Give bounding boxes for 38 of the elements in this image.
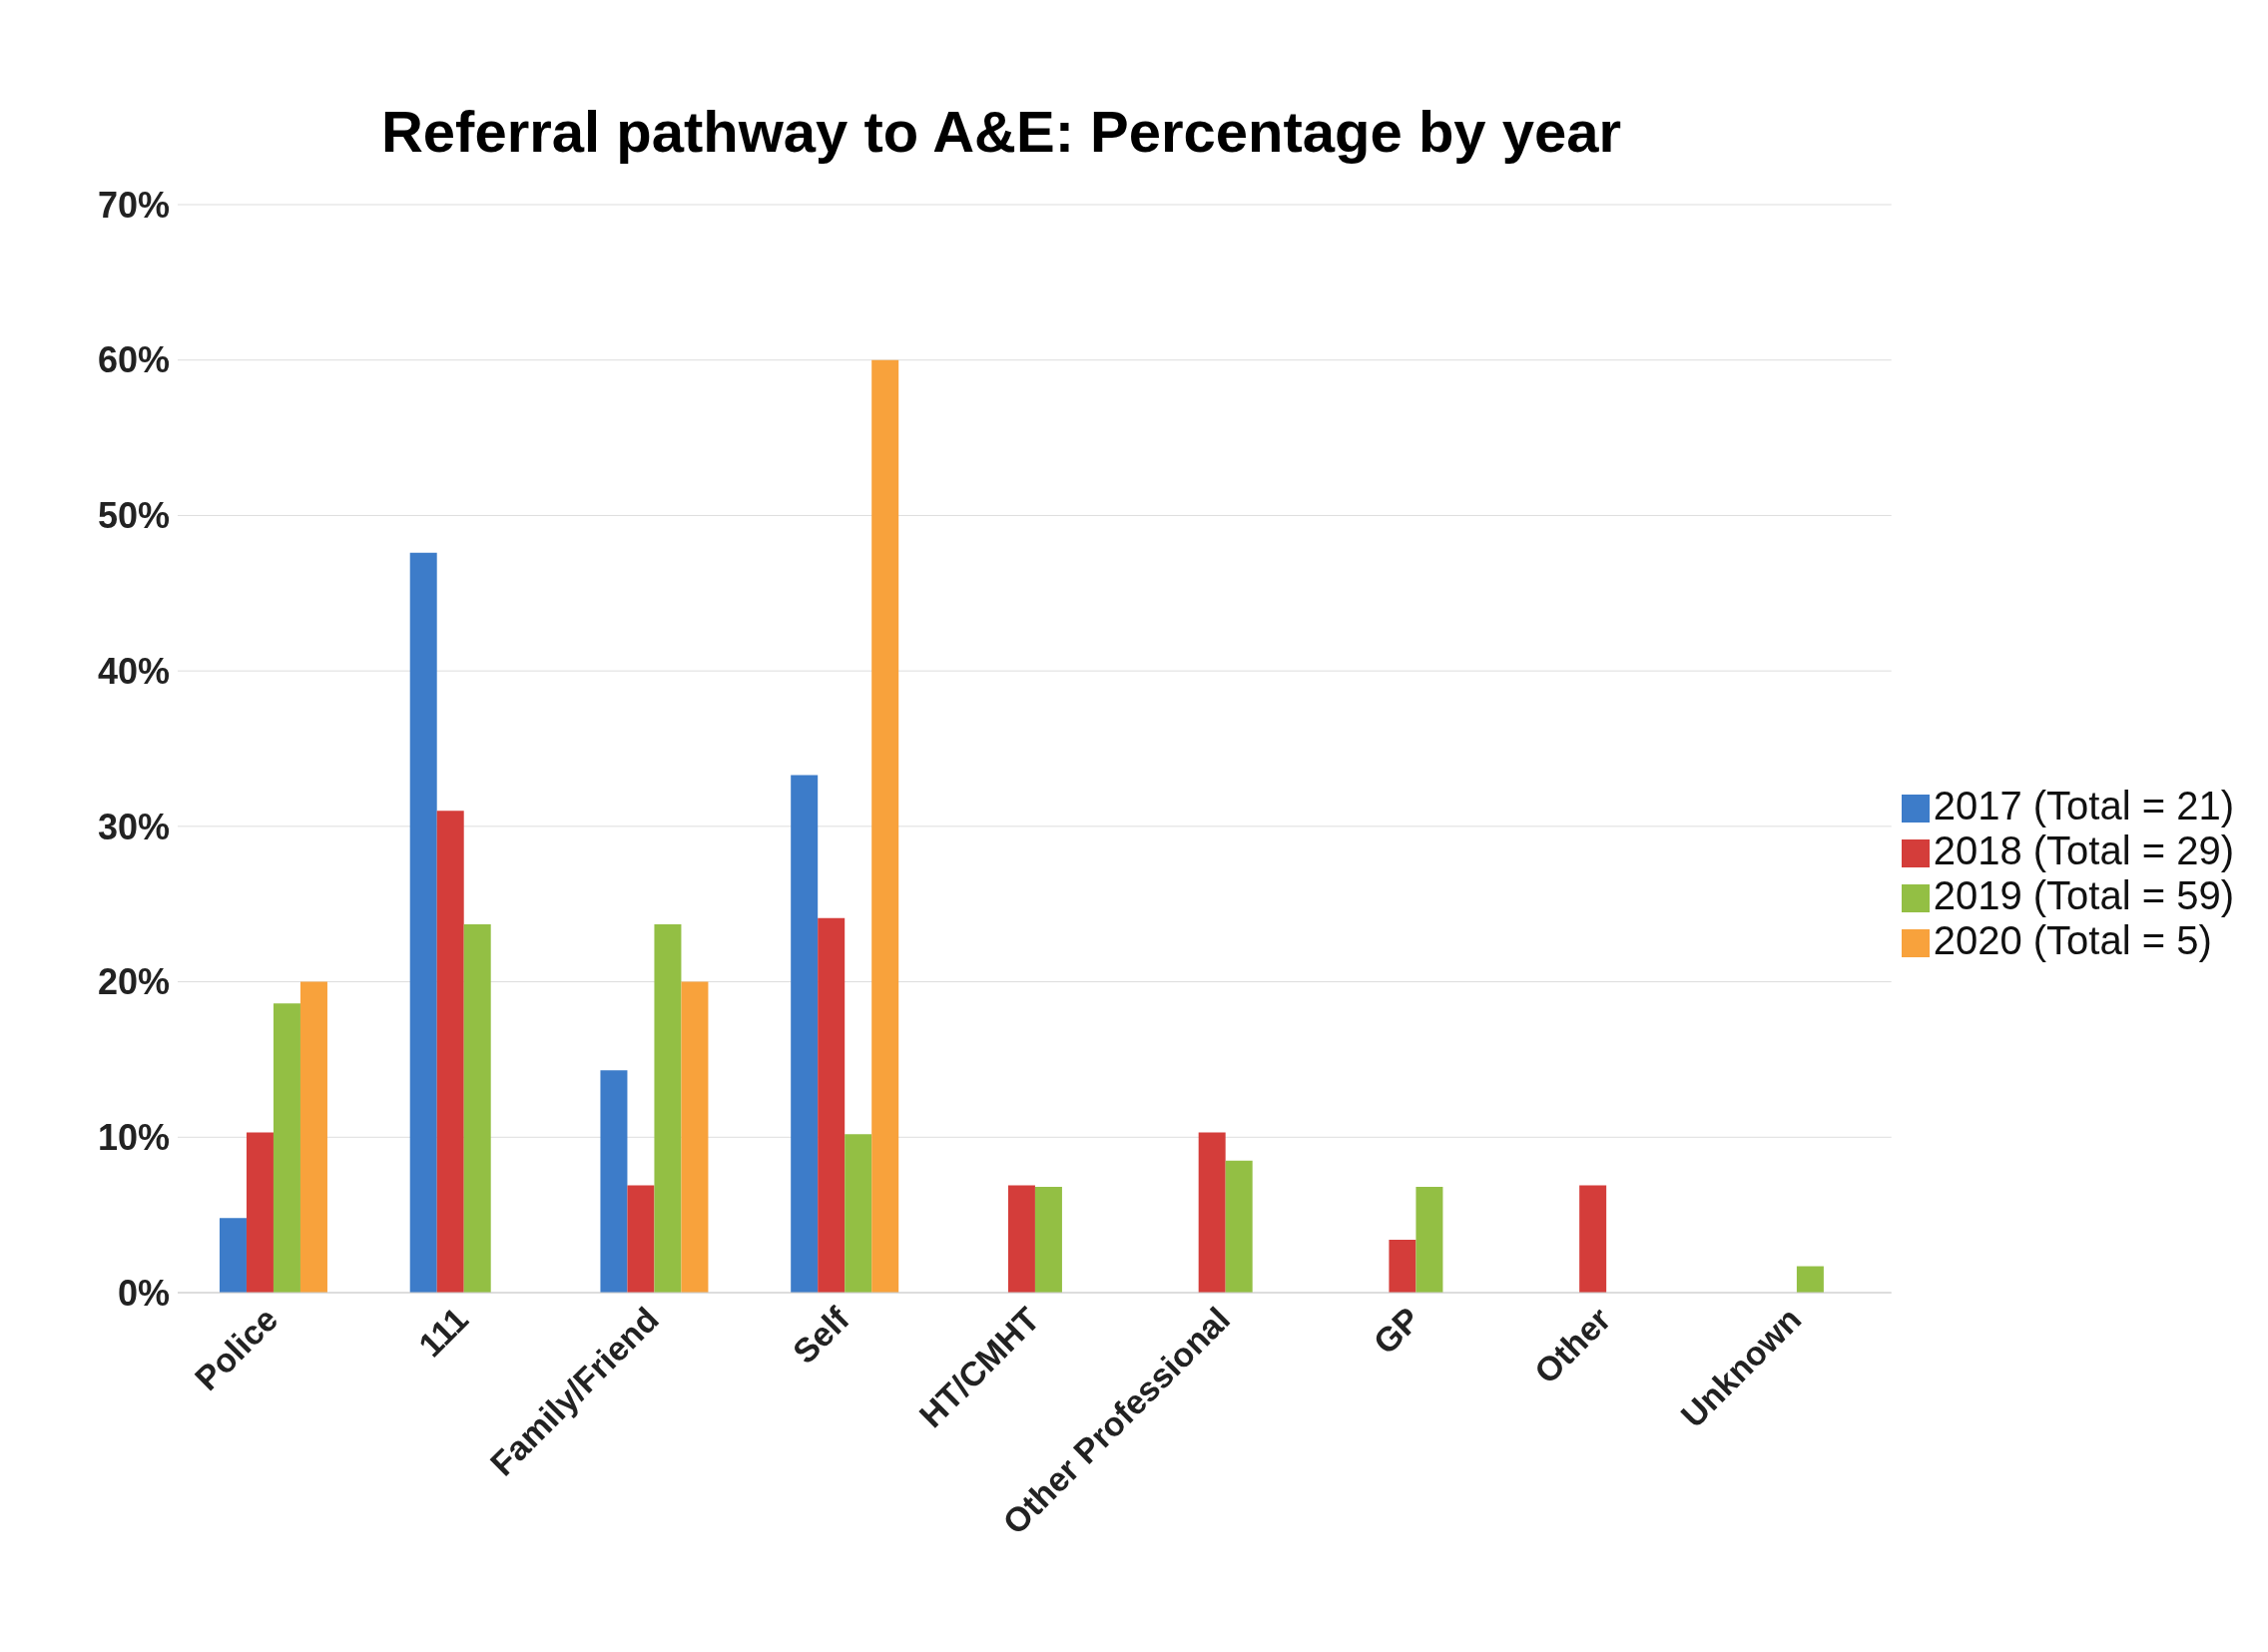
bar <box>1579 1185 1607 1293</box>
bar <box>299 981 327 1293</box>
chart-title: Referral pathway to A&E: Percentage by year <box>379 98 1623 166</box>
x-tick-label: 111 <box>410 1300 476 1365</box>
y-tick-label: 0% <box>117 1272 170 1314</box>
bar <box>1796 1266 1824 1293</box>
y-tick-label: 70% <box>97 184 170 226</box>
bar <box>436 811 464 1293</box>
bar <box>463 923 491 1293</box>
y-tick-label: 10% <box>97 1117 170 1159</box>
bar <box>219 1218 247 1293</box>
bar <box>818 917 846 1293</box>
bar <box>1389 1240 1417 1293</box>
y-tick-label: 40% <box>97 650 170 692</box>
bar <box>1034 1187 1062 1293</box>
bar <box>1198 1132 1226 1293</box>
bar <box>273 1003 300 1293</box>
legend-label: 2018 (Total = 29) <box>1933 828 2234 872</box>
legend-label: 2019 (Total = 59) <box>1933 873 2234 917</box>
x-tick-label: GP <box>1366 1300 1427 1362</box>
y-tick-label: 60% <box>97 339 170 381</box>
bar <box>1007 1185 1035 1293</box>
bar <box>681 981 709 1293</box>
legend-label: 2020 (Total = 5) <box>1933 918 2212 962</box>
bar <box>627 1185 655 1293</box>
legend-label: 2017 (Total = 21) <box>1933 784 2234 827</box>
bar <box>791 775 819 1293</box>
bar <box>600 1070 628 1293</box>
bar <box>1416 1187 1443 1293</box>
bar <box>871 359 899 1293</box>
bar <box>654 923 682 1293</box>
bar <box>845 1134 872 1293</box>
bar <box>409 552 437 1293</box>
y-tick-label: 50% <box>97 495 170 537</box>
bar <box>1225 1160 1253 1293</box>
y-tick-label: 20% <box>97 961 170 1003</box>
bar <box>246 1132 274 1293</box>
y-tick-label: 30% <box>97 806 170 847</box>
